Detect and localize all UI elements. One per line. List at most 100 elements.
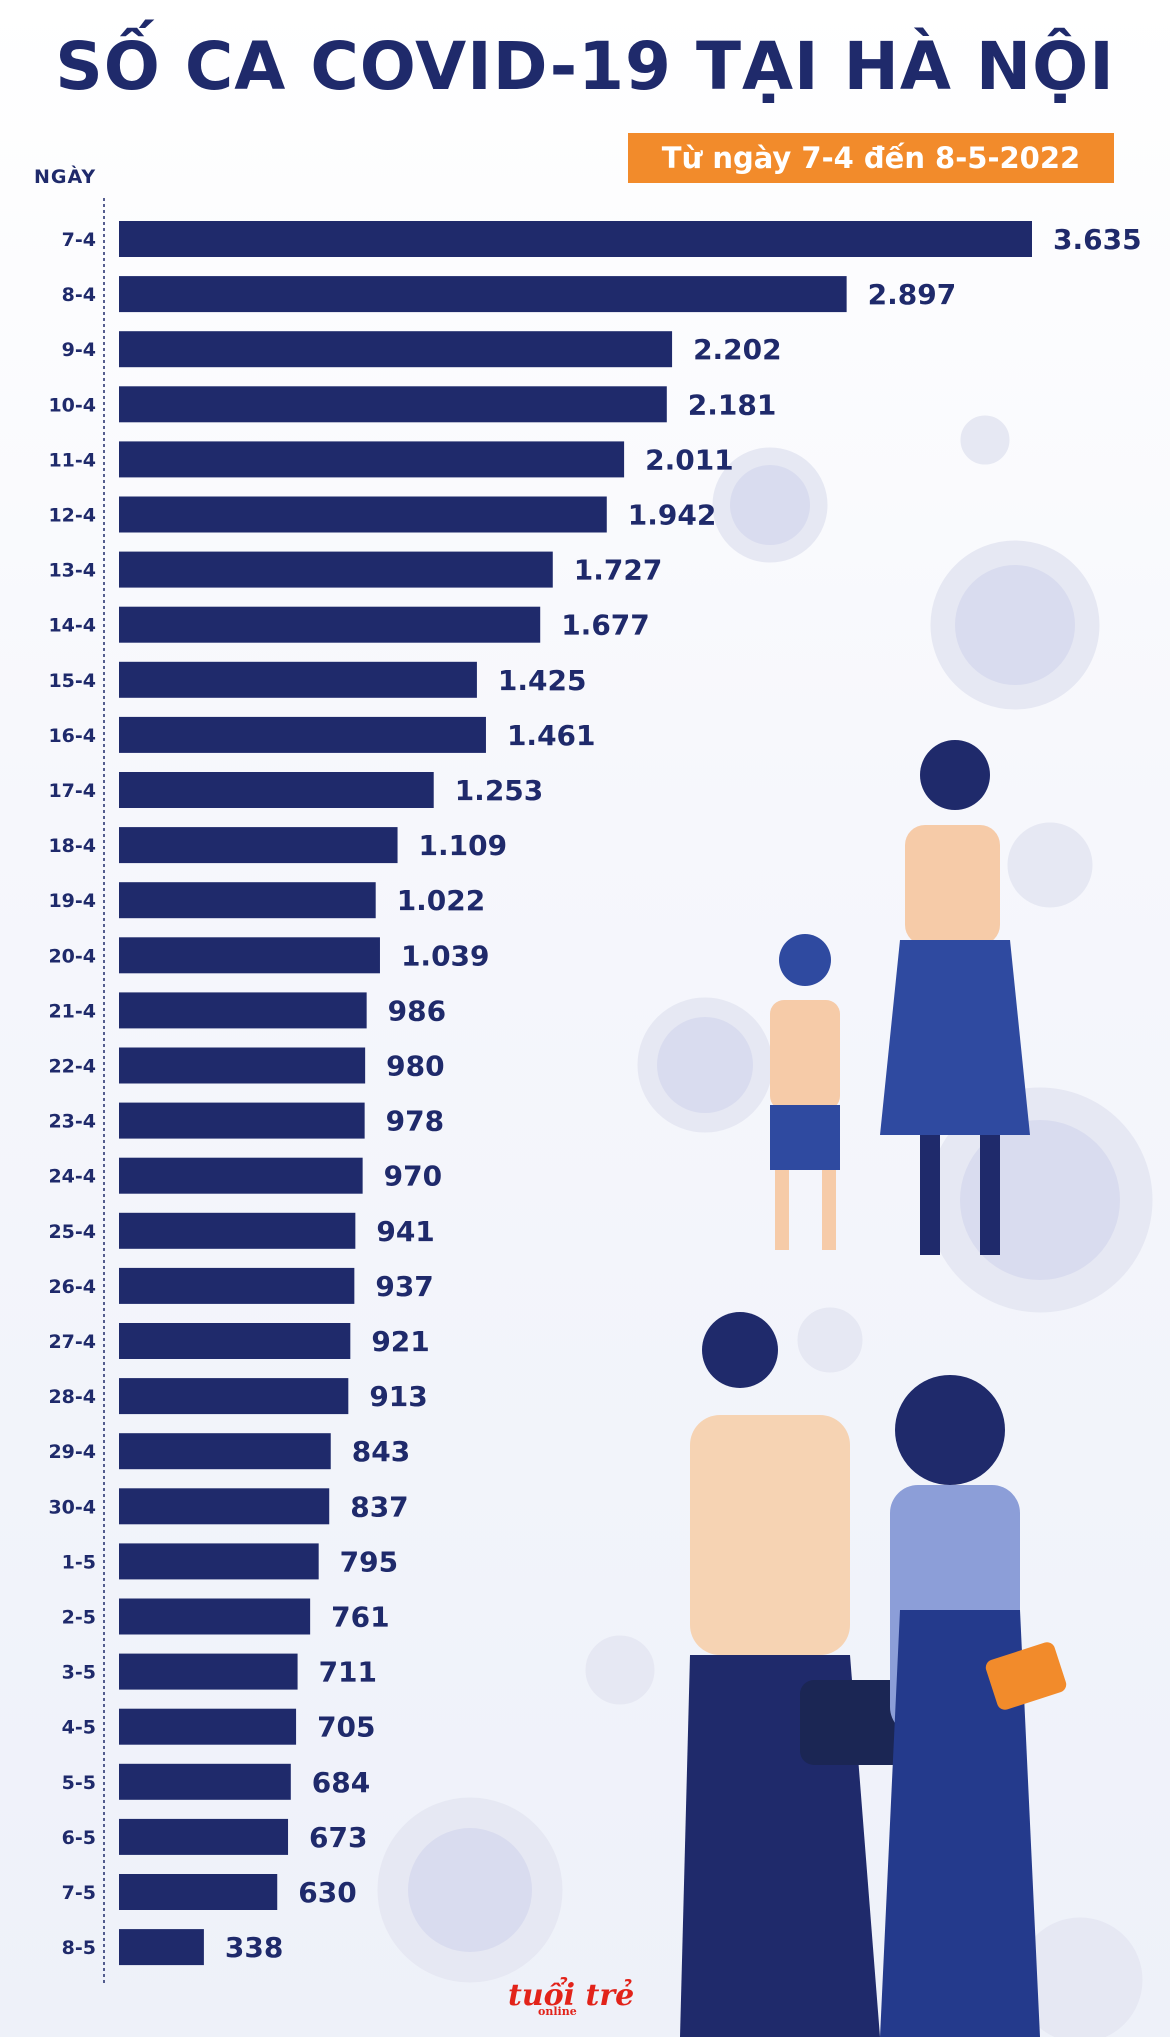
- category-label: 26-4: [48, 1276, 96, 1298]
- category-label: 11-4: [48, 449, 96, 471]
- data-label: 986: [388, 994, 446, 1027]
- bar-17-4: [119, 772, 434, 808]
- category-label: 18-4: [48, 835, 96, 857]
- bar-13-4: [119, 551, 553, 588]
- data-label: 1.942: [628, 499, 717, 532]
- category-label: 12-4: [48, 505, 96, 527]
- bar-9-4: [119, 331, 673, 368]
- category-label: 3-5: [62, 1662, 96, 1684]
- data-label: 978: [386, 1105, 444, 1138]
- bar-8-5: [119, 1929, 204, 1966]
- bar-26-4: [119, 1267, 355, 1304]
- category-label: 2-5: [62, 1607, 96, 1629]
- category-label: 17-4: [48, 780, 96, 802]
- category-label: 9-4: [62, 339, 96, 361]
- data-label: 837: [350, 1490, 408, 1523]
- bar-24-4: [119, 1157, 363, 1194]
- category-label: 4-5: [62, 1717, 96, 1739]
- bar-28-4: [119, 1378, 349, 1415]
- data-label: 684: [312, 1766, 370, 1799]
- category-label: 20-4: [48, 945, 96, 967]
- category-label: 25-4: [48, 1221, 96, 1243]
- data-label: 1.022: [397, 884, 486, 917]
- category-label: 7-4: [62, 229, 96, 251]
- category-label: 24-4: [48, 1166, 96, 1188]
- brand-logo-text: tuổi trẻ: [508, 1978, 635, 2013]
- data-label: 1.109: [419, 829, 508, 862]
- category-label: 10-4: [48, 394, 96, 416]
- data-label: 338: [225, 1931, 283, 1964]
- bar-14-4: [119, 606, 541, 643]
- category-label: 23-4: [48, 1111, 96, 1133]
- date-range-badge: Từ ngày 7-4 đến 8-5-2022: [628, 133, 1114, 183]
- data-label: 1.425: [498, 664, 587, 697]
- data-label: 970: [384, 1160, 442, 1193]
- category-label: 19-4: [48, 890, 96, 912]
- data-label: 921: [371, 1325, 429, 1358]
- y-axis-label: NGÀY: [34, 166, 97, 188]
- bar-2-5: [119, 1598, 311, 1635]
- category-label: 30-4: [48, 1496, 96, 1518]
- bar-16-4: [119, 716, 486, 753]
- category-label: 28-4: [48, 1386, 96, 1408]
- bar-12-4: [119, 496, 607, 533]
- bar-8-4: [119, 276, 847, 313]
- bar-15-4: [119, 661, 477, 698]
- bar-20-4: [119, 937, 380, 974]
- people-illustration: [680, 740, 1067, 2037]
- data-label: 705: [317, 1711, 375, 1744]
- bar-5-5: [119, 1763, 291, 1800]
- data-label: 795: [340, 1545, 398, 1578]
- category-label: 16-4: [48, 725, 96, 747]
- category-label: 27-4: [48, 1331, 96, 1353]
- bar-21-4: [119, 992, 367, 1029]
- data-label: 941: [376, 1215, 434, 1248]
- bar-29-4: [119, 1433, 331, 1470]
- category-label: 13-4: [48, 560, 96, 582]
- category-label: 8-4: [62, 284, 96, 306]
- data-label: 2.202: [693, 333, 782, 366]
- data-label: 1.461: [507, 719, 596, 752]
- data-label: 3.635: [1053, 223, 1142, 256]
- data-label: 2.011: [645, 443, 734, 476]
- bar-1-5: [119, 1543, 319, 1580]
- category-label: 21-4: [48, 1000, 96, 1022]
- data-label: 1.677: [561, 609, 650, 642]
- data-label: 980: [386, 1050, 444, 1083]
- bar-23-4: [119, 1102, 365, 1139]
- category-label: 7-5: [62, 1882, 96, 1904]
- category-label: 6-5: [62, 1827, 96, 1849]
- data-label: 1.039: [401, 939, 490, 972]
- data-label: 711: [319, 1656, 377, 1689]
- bar-19-4: [119, 882, 376, 919]
- category-label: 14-4: [48, 615, 96, 637]
- bar-10-4: [119, 386, 667, 423]
- category-label: 15-4: [48, 670, 96, 692]
- data-label: 1.727: [574, 554, 663, 587]
- category-label: 1-5: [62, 1551, 96, 1573]
- bar-4-5: [119, 1708, 297, 1745]
- bar-22-4: [119, 1047, 366, 1084]
- bar-7-5: [119, 1874, 278, 1910]
- bar-7-4: [119, 221, 1032, 257]
- data-label: 673: [309, 1821, 367, 1854]
- data-label: 2.181: [688, 388, 777, 421]
- bar-18-4: [119, 827, 398, 864]
- brand-logo-subtext: online: [538, 2005, 577, 2018]
- chart-title: SỐ CA COVID-19 TẠI HÀ NỘI: [55, 28, 1115, 105]
- bar-27-4: [119, 1323, 351, 1359]
- brand-logo: tuổi trẻ online: [508, 1978, 634, 2018]
- bar-6-5: [119, 1818, 289, 1855]
- category-label: 29-4: [48, 1441, 96, 1463]
- data-label: 913: [369, 1380, 427, 1413]
- data-label: 937: [375, 1270, 433, 1303]
- category-label: 22-4: [48, 1056, 96, 1078]
- data-label: 630: [298, 1876, 356, 1909]
- bar-25-4: [119, 1212, 356, 1249]
- data-label: 2.897: [868, 278, 957, 311]
- category-label: 8-5: [62, 1937, 96, 1959]
- data-label: 761: [331, 1601, 389, 1634]
